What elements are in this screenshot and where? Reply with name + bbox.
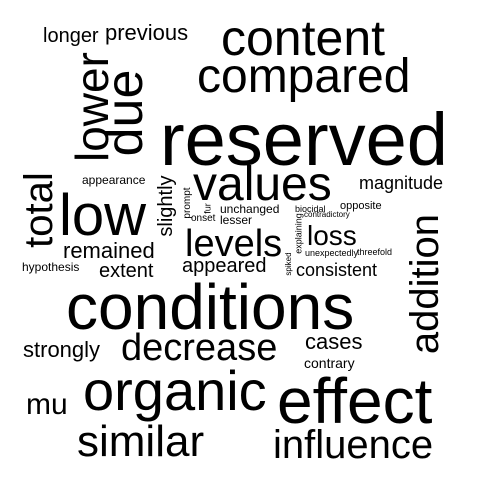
word-fur: fur (202, 203, 213, 214)
word-contrary: contrary (304, 355, 355, 371)
word-remained: remained (63, 238, 155, 263)
word-longer: longer (43, 25, 99, 47)
word-strongly: strongly (23, 337, 101, 362)
word-mu: mu (26, 388, 68, 421)
word-influence: influence (273, 423, 434, 467)
word-hypothesis: hypothesis (22, 260, 80, 274)
word-lesser: lesser (220, 213, 253, 227)
word-due: due (96, 69, 154, 157)
word-reserved: reserved (160, 98, 448, 181)
word-opposite: opposite (340, 200, 382, 212)
word-extent: extent (99, 260, 154, 282)
word-appearance: appearance (82, 173, 146, 187)
word-total: total (17, 172, 61, 248)
word-levels: levels (185, 223, 283, 265)
word-previous: previous (105, 20, 189, 45)
word-cases: cases (305, 329, 363, 354)
word-appeared: appeared (182, 255, 267, 277)
word-biocidal: biocidal (295, 204, 326, 214)
word-values: values (193, 158, 332, 211)
word-consistent: consistent (296, 260, 378, 280)
word-unchanged: unchanged (220, 202, 280, 216)
word-content: content (221, 10, 386, 66)
word-compared: compared (197, 50, 411, 103)
word-conditions: conditions (66, 271, 355, 343)
word-similar: similar (77, 417, 205, 466)
word-decrease: decrease (121, 327, 278, 369)
word-threefold: threefold (357, 247, 393, 257)
word-contradictory: contradictory (304, 210, 350, 219)
word-low: low (59, 183, 147, 248)
word-spiked: spiked (284, 252, 293, 276)
word-unexpectedly: unexpectedly (305, 248, 359, 258)
word-addition: addition (403, 213, 447, 355)
word-loss: loss (307, 220, 357, 251)
word-slightly: slightly (155, 175, 177, 237)
word-effect: effect (277, 365, 433, 437)
word-explaining: explaining (293, 213, 304, 254)
word-organic: organic (83, 359, 267, 422)
word-prompt: prompt (182, 187, 193, 219)
word-onset: onset (191, 213, 216, 224)
word-magnitude: magnitude (359, 173, 444, 193)
